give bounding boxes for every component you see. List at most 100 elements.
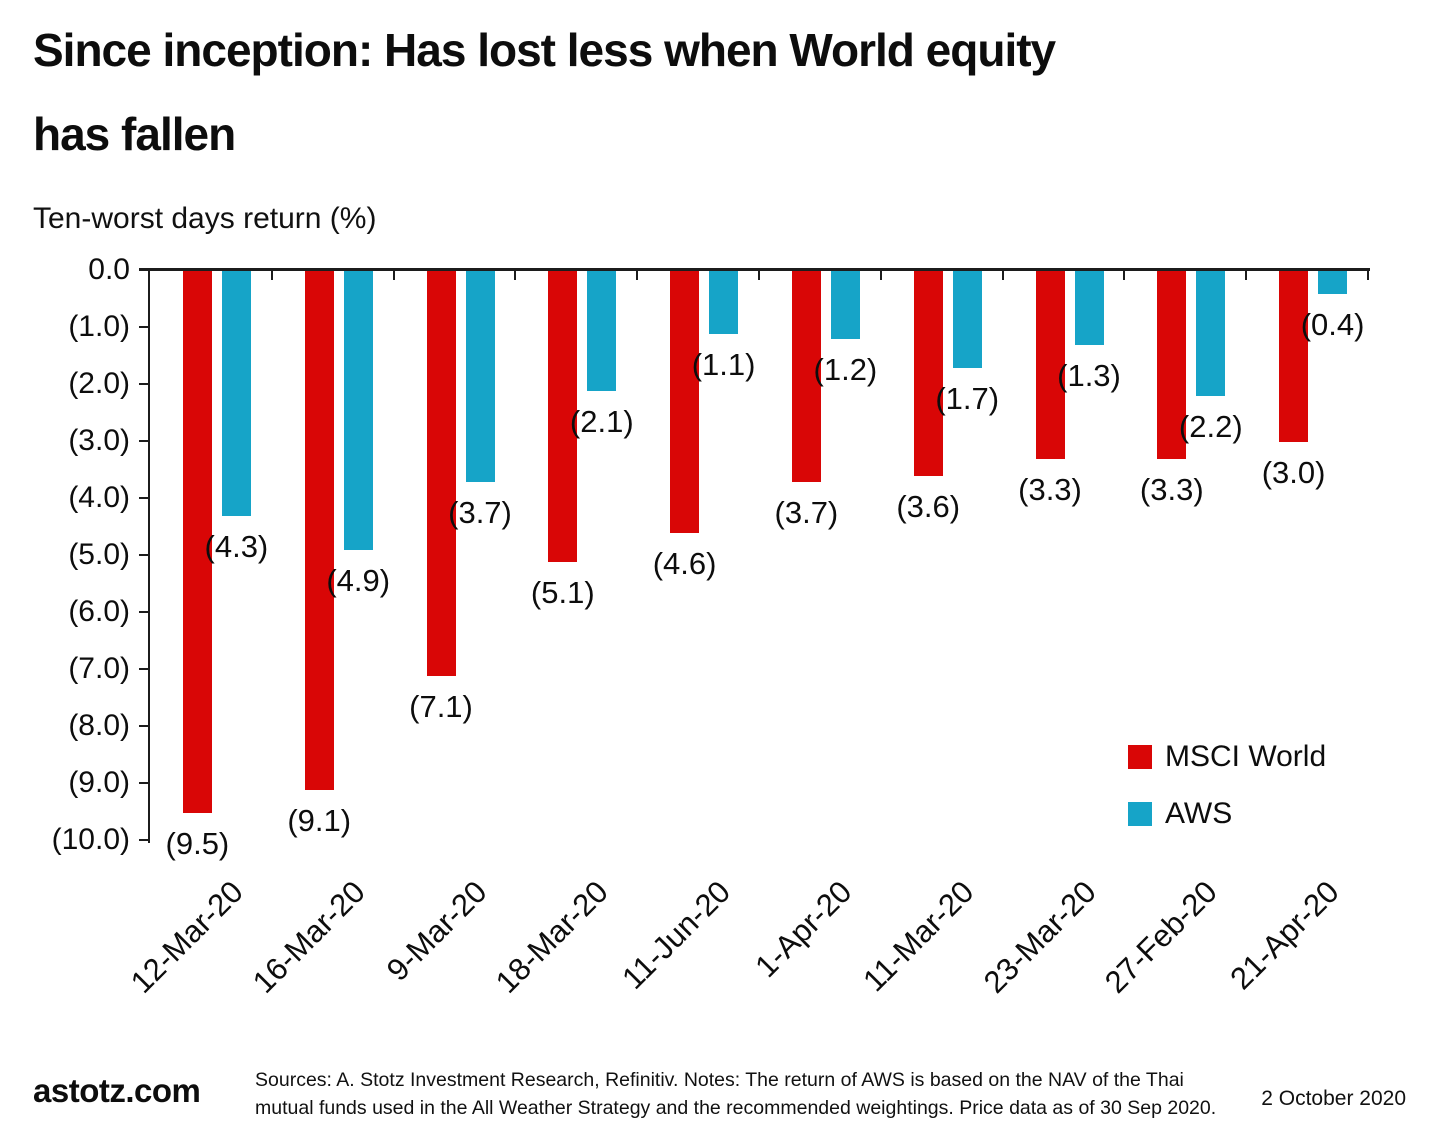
y-axis-label: (9.0) xyxy=(68,766,130,799)
value-label-aws: (0.4) xyxy=(1300,307,1365,342)
x-axis-label: 16-Mar-20 xyxy=(245,874,372,1000)
brand-text: astotz.com xyxy=(33,1072,201,1109)
legend-swatch-aws xyxy=(1128,801,1152,826)
x-axis-tick xyxy=(1001,270,1004,280)
value-label-aws: (1.3) xyxy=(1057,358,1121,393)
bar-msci-world xyxy=(1279,271,1309,442)
bar-msci-world xyxy=(913,271,943,476)
x-axis-tick xyxy=(1245,270,1248,280)
y-axis-tick xyxy=(139,383,149,385)
legend-swatch-msci-world xyxy=(1128,744,1152,769)
bar-aws xyxy=(1196,271,1226,396)
x-axis-label: 11-Mar-20 xyxy=(856,874,981,999)
value-label-aws: (1.2) xyxy=(813,352,878,387)
x-axis-tick xyxy=(1367,270,1369,280)
y-axis-tick xyxy=(139,839,149,841)
y-axis-label: (7.0) xyxy=(68,652,130,685)
value-label-msci-world: (9.5) xyxy=(165,826,230,861)
value-label-msci-world: (3.3) xyxy=(1139,472,1204,507)
bar-aws xyxy=(1074,271,1104,345)
value-label-msci-world: (3.6) xyxy=(896,489,961,524)
source-note-line2: mutual funds used in the All Weather Str… xyxy=(255,1096,1217,1119)
y-axis-tick xyxy=(139,611,149,613)
bar-aws xyxy=(587,271,617,391)
x-axis-tick xyxy=(879,270,882,280)
y-axis-tick xyxy=(139,782,149,784)
x-axis-tick xyxy=(758,270,760,280)
value-label-aws: (1.1) xyxy=(691,347,756,382)
legend-item-msci-world: MSCI World xyxy=(1128,728,1326,785)
x-axis-label: 21-Apr-20 xyxy=(1223,874,1346,997)
legend-label-aws: AWS xyxy=(1165,796,1233,830)
y-axis-label: (6.0) xyxy=(68,595,130,628)
bar-aws xyxy=(709,271,739,334)
y-axis-tick xyxy=(139,725,149,727)
y-axis-tick xyxy=(139,668,149,670)
legend-item-aws: AWS xyxy=(1128,785,1326,842)
bar-aws xyxy=(221,271,251,516)
y-axis-label: (10.0) xyxy=(51,823,130,856)
bar-msci-world xyxy=(670,271,700,533)
y-axis-tick xyxy=(139,554,149,556)
value-label-aws: (1.7) xyxy=(935,381,1000,416)
bar-aws xyxy=(830,271,860,339)
y-axis-label: (1.0) xyxy=(68,310,130,343)
value-label-msci-world: (3.3) xyxy=(1018,472,1082,507)
value-label-aws: (4.3) xyxy=(204,529,269,564)
bar-msci-world xyxy=(791,271,821,482)
bar-aws xyxy=(465,271,495,482)
bar-msci-world xyxy=(1035,271,1065,459)
legend-label-msci-world: MSCI World xyxy=(1165,739,1327,773)
y-axis-label: (5.0) xyxy=(68,538,130,571)
value-label-msci-world: (9.1) xyxy=(287,803,352,838)
value-label-msci-world: (7.1) xyxy=(409,689,473,724)
y-axis-line xyxy=(148,270,150,843)
bar-aws xyxy=(343,271,373,550)
source-note-line1: Sources: A. Stotz Investment Research, R… xyxy=(255,1069,1184,1091)
chart-title-line1: Since inception: Has lost less when Worl… xyxy=(33,24,1056,76)
value-label-msci-world: (4.6) xyxy=(652,546,717,581)
bar-msci-world xyxy=(548,271,578,562)
x-axis-label: 11-Jun-20 xyxy=(615,874,737,996)
bar-aws xyxy=(1318,271,1348,294)
value-label-aws: (2.1) xyxy=(569,404,634,439)
source-note: Sources: A. Stotz Investment Research, R… xyxy=(255,1067,1216,1122)
x-axis-label: 27-Feb-20 xyxy=(1098,874,1225,1000)
bar-msci-world xyxy=(182,271,212,813)
x-axis-tick xyxy=(514,270,517,280)
x-axis-tick xyxy=(1123,270,1126,280)
value-label-msci-world: (3.7) xyxy=(774,495,839,530)
value-label-aws: (2.2) xyxy=(1178,409,1243,444)
x-axis-label: 12-Mar-20 xyxy=(123,874,250,1000)
y-axis-tick xyxy=(139,497,149,499)
x-axis-label: 23-Mar-20 xyxy=(976,874,1103,1000)
publish-date: 2 October 2020 xyxy=(1261,1087,1406,1110)
y-axis-label: 0.0 xyxy=(88,253,130,286)
bar-msci-world xyxy=(426,271,456,676)
y-axis-label: (3.0) xyxy=(68,424,130,457)
zero-axis-line xyxy=(139,268,1370,271)
value-label-msci-world: (5.1) xyxy=(530,575,595,610)
y-axis-tick xyxy=(139,440,149,442)
bar-msci-world xyxy=(304,271,334,790)
legend: MSCI World AWS xyxy=(1128,728,1326,842)
bar-msci-world xyxy=(1157,271,1187,459)
chart-area: 0.0 (1.0) (2.0) (3.0) (4.0) (5.0) (6.0) (7.0) (8… xyxy=(51,253,1370,1000)
x-axis-tick xyxy=(636,270,639,280)
bar-aws xyxy=(952,271,982,368)
value-label-msci-world: (3.0) xyxy=(1261,455,1326,490)
x-axis-label: 9-Mar-20 xyxy=(379,874,494,988)
x-axis-tick xyxy=(392,270,395,280)
x-axis-label: 18-Mar-20 xyxy=(489,874,616,1000)
x-axis-label: 1-Apr-20 xyxy=(748,874,859,985)
x-axis-tick xyxy=(270,270,273,280)
axis-caption: Ten-worst days return (%) xyxy=(33,202,377,235)
value-label-aws: (3.7) xyxy=(448,495,512,530)
y-axis-label: (8.0) xyxy=(68,709,130,742)
chart-title-line2: has fallen xyxy=(33,108,236,160)
chart-title: Since inception: Has lost less when Worl… xyxy=(33,8,1423,176)
y-axis-label: (2.0) xyxy=(68,367,130,400)
y-axis-label: (4.0) xyxy=(68,481,130,514)
value-label-aws: (4.9) xyxy=(326,563,391,598)
